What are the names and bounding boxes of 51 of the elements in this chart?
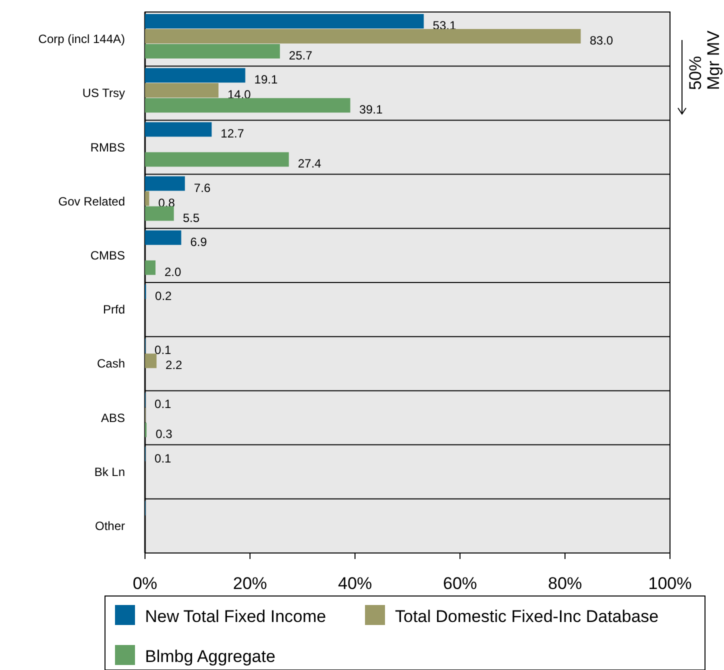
y-tick-label: CMBS [90,248,125,262]
bar [145,29,581,44]
x-tick-label: 60% [442,574,478,593]
bar [145,354,157,368]
x-tick-label: 80% [548,574,582,593]
data-label: 0.1 [154,397,172,412]
legend-label: Blmbg Aggregate [145,647,276,666]
y-tick-label: RMBS [90,140,125,154]
data-label: 0.3 [156,427,173,442]
bar [145,176,185,191]
y-tick-label: Prfd [102,302,125,317]
bar [145,14,424,28]
bar [145,122,212,137]
x-tick-label: 40% [338,574,372,593]
data-label: 19.1 [254,72,278,87]
bar [145,98,350,113]
data-label: 2.0 [164,264,182,279]
bar [145,191,150,206]
y-tick-label: Gov Related [58,194,125,208]
data-label: 7.6 [194,180,211,195]
data-label: 0.1 [154,451,172,466]
data-label: 0.1 [154,343,172,358]
y-tick-label: ABS [100,410,125,425]
data-label: 12.7 [220,126,244,141]
x-tick-label: 100% [648,574,692,593]
y-tick-label: Cash [96,356,125,371]
bar [145,152,289,167]
y-tick-label: Bk Ln [94,464,125,479]
y-tick-label: Corp (incl 144A) [38,32,125,46]
bar [145,44,280,58]
data-label: 39.1 [359,102,383,117]
y-tick-label: US Trsy [82,86,125,100]
data-label: 6.9 [190,234,208,249]
y-tick-label: Other [94,518,125,533]
data-label: 27.4 [298,156,322,171]
legend-label: Total Domestic Fixed-Inc Database [395,607,659,626]
data-label: 25.7 [288,48,313,62]
data-label: 14.0 [228,88,252,102]
x-tick-label: 0% [132,574,158,593]
data-label: 5.5 [182,210,200,225]
text: 50% Mgr MV [686,30,723,90]
bar [145,206,174,221]
data-label: 83.0 [590,34,614,48]
bar [145,83,218,98]
x-tick-label: 20% [232,574,268,593]
bar [145,68,246,83]
data-label: 0.2 [155,289,172,303]
bar [145,230,182,245]
bar [145,260,156,275]
data-label: 2.2 [166,358,183,372]
legend-label: New Total Fixed Income [145,607,326,626]
